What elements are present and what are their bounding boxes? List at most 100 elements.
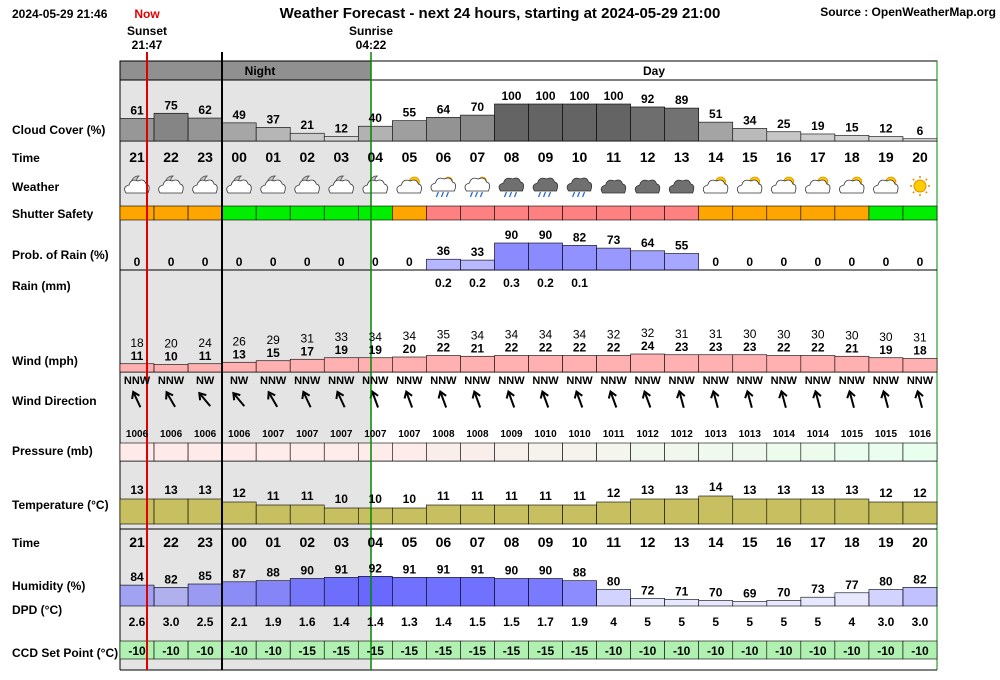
temperature-value: 12 <box>913 486 927 500</box>
wind-bar <box>800 355 836 373</box>
pressure-cell <box>766 442 802 462</box>
temperature-value: 13 <box>675 483 689 497</box>
wind-arrow-head <box>267 390 276 400</box>
partly-cloudy-day-icon <box>396 176 422 194</box>
wind-bar <box>255 360 291 373</box>
row-label-cloud: Cloud Cover (%) <box>12 123 105 137</box>
rain-prob-bar <box>494 242 529 271</box>
cloud-bar <box>221 122 257 142</box>
rain-prob-value: 64 <box>641 236 655 250</box>
cloud-value: 51 <box>709 107 723 121</box>
humidity-bar <box>460 577 495 607</box>
row-label-time: Time <box>12 151 40 165</box>
cloud-value: 12 <box>879 122 893 136</box>
wind-bar <box>187 363 223 373</box>
rain-cloud-icon <box>532 177 559 198</box>
wind-arrow-shaft <box>916 392 924 408</box>
wind-arrow-shaft <box>507 392 516 408</box>
wind-direction-label: NNW <box>703 375 730 387</box>
time-tick-label: 04 <box>368 534 384 550</box>
wind-bar <box>460 355 495 373</box>
wind-direction-label: NNW <box>294 375 321 387</box>
wind-arrow-icon <box>641 389 652 408</box>
rain-mm-value: 0.3 <box>503 276 520 290</box>
rain-prob-value: 36 <box>437 244 451 258</box>
wind-gust-value: 32 <box>607 328 621 342</box>
dpd-value: 5 <box>644 615 651 629</box>
row-label-wind-direction: Wind Direction <box>12 394 97 408</box>
cloud-shape <box>668 179 695 194</box>
temperature-value: 11 <box>505 489 518 503</box>
temperature-value: 13 <box>198 483 212 497</box>
sunset-label: Sunset <box>127 24 167 38</box>
temperature-bar <box>494 504 529 525</box>
rain-drop <box>508 191 513 198</box>
partly-cloudy-day-icon <box>805 176 831 194</box>
dpd-value: 5 <box>815 615 822 629</box>
cloud-bar <box>698 121 734 142</box>
cloud-value: 40 <box>369 111 383 125</box>
wind-arrow-head <box>880 389 890 399</box>
humidity-value: 70 <box>777 586 791 600</box>
cloud-bar <box>630 106 665 142</box>
time-tick-label: 22 <box>163 534 179 550</box>
night-band-label: Night <box>245 64 276 78</box>
ccd-value: -15 <box>571 644 589 658</box>
wind-arrow-head <box>505 389 515 399</box>
wind-arrow-icon <box>812 389 822 408</box>
cloud-value: 61 <box>130 103 144 117</box>
pressure-cell <box>664 442 700 462</box>
wind-arrow-icon <box>778 389 788 408</box>
wind-direction-label: NNW <box>260 375 287 387</box>
wind-direction-label: NNW <box>430 375 457 387</box>
partly-cloudy-night-icon <box>362 175 388 194</box>
ccd-value: -15 <box>435 644 453 658</box>
row-label-temperature: Temperature (°C) <box>12 498 109 512</box>
wind-arrow-icon <box>301 390 312 408</box>
dpd-value: 5 <box>712 615 719 629</box>
wind-bar <box>630 353 665 373</box>
time-tick-label: 00 <box>231 149 247 165</box>
pressure-value: 1014 <box>807 429 830 440</box>
wind-bar <box>834 355 870 373</box>
cloud-value: 19 <box>811 119 825 133</box>
wind-bar <box>596 355 631 373</box>
wind-arrow-head <box>471 389 481 399</box>
dpd-value: 3.0 <box>912 615 929 629</box>
wind-gust-value: 34 <box>403 329 417 343</box>
wind-speed-value: 22 <box>539 341 553 355</box>
humidity-value: 90 <box>301 564 315 578</box>
humidity-bar <box>255 580 291 607</box>
ccd-value: -15 <box>367 644 385 658</box>
rain-drop <box>513 191 518 198</box>
time-tick-label: 18 <box>844 534 860 550</box>
wind-arrow-icon <box>403 389 414 408</box>
pressure-cell <box>187 442 223 462</box>
cloud-shape <box>396 179 422 194</box>
wind-gust-value: 35 <box>437 328 451 342</box>
rain-prob-value: 90 <box>539 228 553 242</box>
humidity-value: 88 <box>573 566 587 580</box>
wind-gust-value: 30 <box>743 327 757 341</box>
ccd-value: -10 <box>605 644 623 658</box>
wind-arrow-head <box>846 389 856 399</box>
day-band-label: Day <box>643 64 665 78</box>
wind-speed-value: 15 <box>267 346 281 360</box>
time-tick-label: 05 <box>402 534 418 550</box>
time-tick-label: 08 <box>504 534 520 550</box>
wind-gust-value: 24 <box>198 336 212 350</box>
ccd-value: -10 <box>741 644 759 658</box>
time-tick-label: 09 <box>538 149 554 165</box>
sunrise-label: Sunrise <box>349 24 393 38</box>
temperature-bar <box>766 498 802 525</box>
humidity-bar <box>119 584 155 607</box>
dpd-value: 4 <box>849 615 856 629</box>
rain-drop <box>445 191 449 198</box>
wind-arrow-icon <box>914 389 924 408</box>
time-tick-label: 10 <box>572 534 588 550</box>
wind-speed-value: 11 <box>199 349 212 363</box>
ccd-value: -10 <box>809 644 827 658</box>
time-tick-label: 20 <box>912 534 928 550</box>
wind-arrow-shaft <box>712 392 719 408</box>
dpd-value: 5 <box>746 615 753 629</box>
